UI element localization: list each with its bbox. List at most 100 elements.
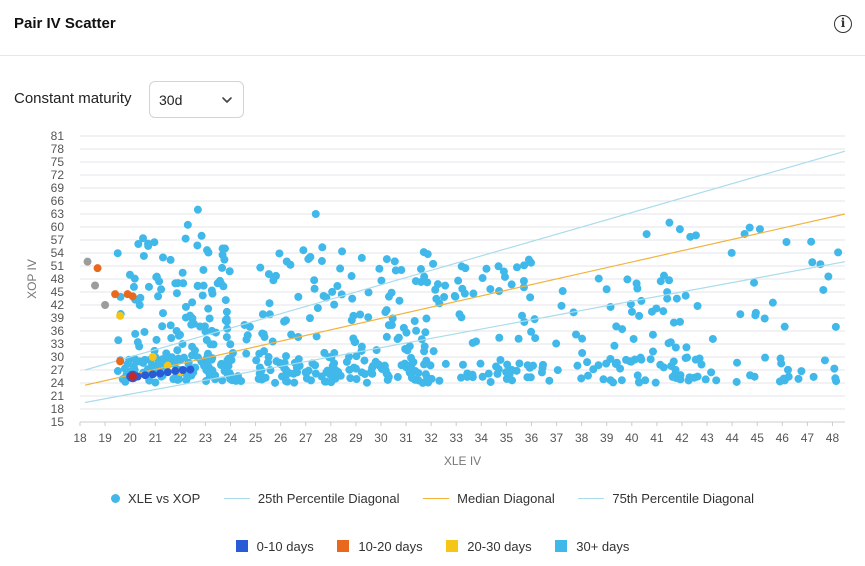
scatter-point (114, 336, 123, 345)
scatter-point (268, 337, 277, 346)
legend-item-20-30-days[interactable]: 20-30 days (446, 538, 532, 554)
scatter-point (282, 257, 291, 266)
legend-item-25th-diagonal[interactable]: 25th Percentile Diagonal (223, 490, 400, 506)
scatter-point (256, 263, 265, 272)
y-tick-label: 72 (51, 168, 65, 182)
scatter-point (394, 333, 403, 342)
scatter-point (637, 296, 646, 305)
scatter-point (495, 333, 504, 342)
scatter-point (583, 371, 592, 380)
scatter-point (407, 373, 416, 382)
scatter-point (468, 338, 477, 347)
scatter-point (496, 355, 505, 364)
scatter-point (610, 341, 619, 350)
scatter-point (282, 377, 291, 386)
y-tick-label: 75 (51, 155, 65, 169)
scatter-point (733, 358, 742, 367)
scatter-point (166, 321, 175, 330)
scatter-point (794, 374, 803, 383)
scatter-point (508, 376, 517, 385)
y-tick-label: 54 (51, 246, 65, 260)
scatter-point (166, 255, 175, 264)
scatter-point (299, 246, 308, 255)
scatter-point (362, 378, 371, 387)
legend-square-icon (446, 540, 459, 553)
legend-item-30-plus-days[interactable]: 30+ days (555, 538, 629, 554)
scatter-point (148, 361, 157, 370)
scatter-point (113, 249, 122, 258)
legend-line-icon (223, 497, 250, 499)
scatter-point (820, 356, 829, 365)
scatter-point (181, 302, 190, 311)
scatter-point (134, 239, 143, 248)
scatter-point (338, 247, 347, 256)
scatter-point (375, 264, 384, 273)
maturity-select[interactable]: 30d (149, 81, 244, 118)
scatter-point (222, 333, 231, 342)
scatter-point (294, 360, 303, 369)
scatter-point (469, 289, 478, 298)
scatter-point (685, 373, 694, 382)
scatter-point (514, 334, 523, 343)
legend-item-xle-vs-xop[interactable]: XLE vs XOP (110, 490, 200, 506)
scatter-point (669, 318, 678, 327)
scatter-point (144, 282, 153, 291)
scatter-point (454, 276, 463, 285)
maturity-select-value: 30d (159, 92, 183, 108)
scatter-point (193, 205, 202, 214)
scatter-point (204, 367, 213, 376)
scatter-point (318, 243, 327, 252)
scatter-point (255, 349, 264, 358)
y-tick-label: 36 (51, 324, 65, 338)
scatter-point (158, 322, 167, 331)
scatter-point (174, 331, 183, 340)
scatter-point (602, 285, 611, 294)
scatter-point (201, 377, 210, 386)
scatter-point (578, 334, 587, 343)
x-axis-label: XLE IV (444, 454, 481, 468)
scatter-point (648, 330, 657, 339)
scatter-point (478, 274, 487, 283)
scatter-point (347, 272, 356, 281)
info-icon[interactable]: i (834, 15, 852, 33)
scatter-point (333, 282, 342, 291)
legend-item-median-diagonal[interactable]: Median Diagonal (423, 490, 555, 506)
scatter-point (391, 266, 400, 275)
legend-item-10-20-days[interactable]: 10-20 days (337, 538, 423, 554)
scatter-point (221, 296, 230, 305)
legend-item-75th-diagonal[interactable]: 75th Percentile Diagonal (578, 490, 754, 506)
scatter-point (264, 353, 273, 362)
scatter-point (463, 369, 472, 378)
scatter-point (420, 347, 429, 356)
scatter-point (199, 281, 208, 290)
x-tick-label: 43 (700, 431, 714, 445)
scatter-point (457, 373, 466, 382)
scatter-point (382, 332, 391, 341)
constant-maturity-label: Constant maturity (14, 90, 132, 107)
scatter-point (140, 355, 149, 364)
highlight-point (156, 369, 165, 378)
scatter-point (202, 336, 211, 345)
scatter-point (427, 374, 436, 383)
highlight-point (93, 264, 102, 273)
legend-item-0-10-days[interactable]: 0-10 days (235, 538, 314, 554)
y-tick-label: 30 (51, 350, 65, 364)
scatter-point (420, 272, 429, 281)
scatter-point (606, 376, 615, 385)
y-tick-label: 21 (51, 389, 65, 403)
scatter-point (287, 330, 296, 339)
scatter-point (671, 343, 680, 352)
x-tick-label: 40 (625, 431, 639, 445)
scatter-point (258, 310, 267, 319)
scatter-point (183, 220, 192, 229)
scatter-point (648, 347, 657, 356)
scatter-point (348, 294, 357, 303)
scatter-point (211, 371, 220, 380)
highlight-point (111, 290, 120, 299)
scatter-point (665, 218, 674, 227)
scatter-point (330, 300, 339, 309)
scatter-point (344, 352, 353, 361)
scatter-point (327, 378, 336, 387)
scatter-point (460, 289, 469, 298)
scatter-point (222, 315, 231, 324)
